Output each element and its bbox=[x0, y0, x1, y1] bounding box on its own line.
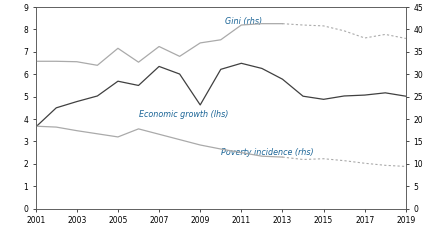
Text: Economic growth (lhs): Economic growth (lhs) bbox=[139, 110, 228, 119]
Text: Poverty incidence (rhs): Poverty incidence (rhs) bbox=[221, 148, 314, 157]
Text: Gini (rhs): Gini (rhs) bbox=[225, 17, 262, 26]
